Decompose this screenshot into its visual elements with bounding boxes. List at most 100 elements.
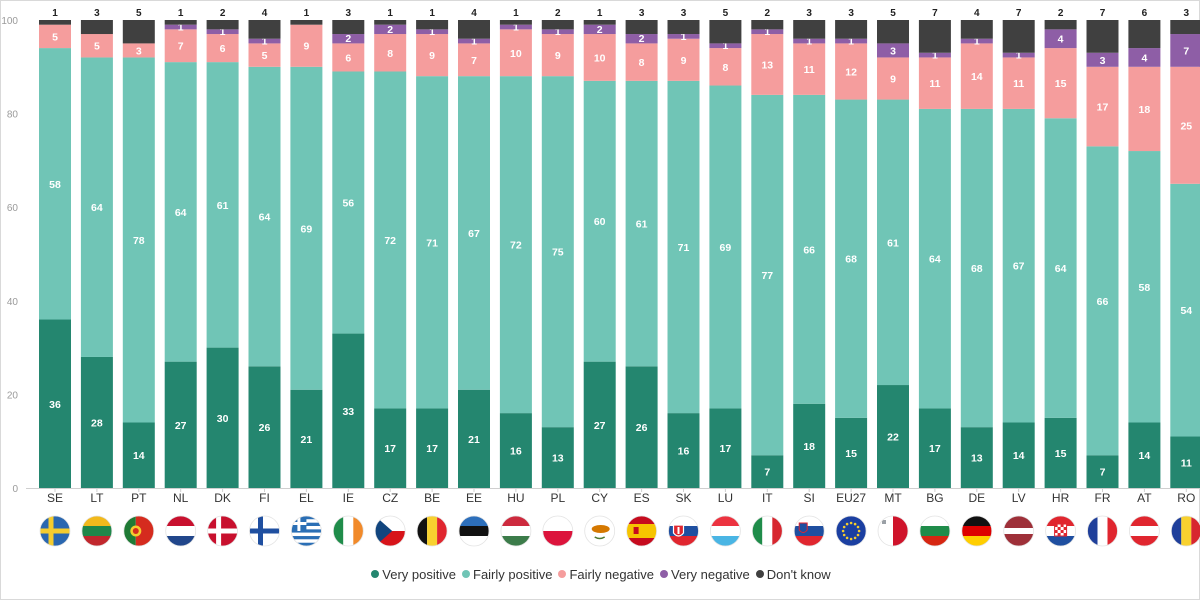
flag-pl-icon <box>542 515 574 547</box>
data-label: 2 <box>387 24 393 36</box>
bar-stack-se: 36 58 5 1 <box>39 8 71 488</box>
data-label: 61 <box>217 200 229 212</box>
x-tick-label: LU <box>718 491 733 505</box>
flag-lt-icon <box>81 515 113 547</box>
data-label: 5 <box>723 8 729 19</box>
bar-segment <box>751 29 784 35</box>
x-tick-label: IE <box>343 491 354 505</box>
data-label: 14 <box>133 450 145 462</box>
x-tick-label: ES <box>634 491 650 505</box>
bar-stack-el: 21 69 9 1 <box>290 8 323 488</box>
bar-stack-ee: 21 67 7 1 4 <box>458 8 490 488</box>
bar-segment <box>667 413 700 488</box>
data-label: 7 <box>1100 8 1106 19</box>
bar-segment <box>835 99 868 418</box>
data-label: 17 <box>1097 102 1109 114</box>
data-label: 18 <box>803 441 815 453</box>
bar-segment <box>39 319 71 488</box>
bar-segment <box>1128 422 1161 488</box>
x-tick-label: HU <box>507 491 524 505</box>
x-tick-label: RO <box>1177 491 1195 505</box>
x-tick-label: SK <box>675 491 691 505</box>
legend-marker <box>660 570 669 578</box>
flags <box>39 515 1200 547</box>
data-label: 1 <box>597 8 603 19</box>
data-label: 67 <box>468 228 480 240</box>
data-label: 4 <box>1141 52 1147 64</box>
bar-segment <box>458 20 490 39</box>
data-label: 7 <box>1183 45 1189 57</box>
bar-segment <box>541 76 574 428</box>
data-label: 5 <box>52 31 58 43</box>
bar-segment <box>290 20 323 25</box>
data-label: 1 <box>429 8 435 19</box>
data-label: 64 <box>91 202 103 214</box>
bar-segment <box>583 20 616 25</box>
data-label: 8 <box>639 57 645 69</box>
data-label: 7 <box>764 467 770 479</box>
legend-label: Fairly positive <box>473 567 553 582</box>
data-label: 3 <box>1184 8 1190 19</box>
bar-segment <box>164 29 197 63</box>
data-label: 4 <box>262 8 268 19</box>
bar-stack-sk: 16 71 9 1 3 <box>667 8 700 488</box>
bar-segment <box>1086 52 1119 67</box>
flag-cz-icon <box>374 515 406 547</box>
data-label: 13 <box>971 453 983 465</box>
x-tick-label: MT <box>884 491 902 505</box>
data-label: 7 <box>1100 467 1106 479</box>
data-label: 1 <box>681 31 687 43</box>
bar-segment <box>332 20 365 35</box>
bar-segment <box>1086 146 1119 456</box>
y-tick-label: 40 <box>7 297 19 308</box>
data-label: 61 <box>636 219 648 231</box>
data-label: 1 <box>178 8 184 19</box>
bar-segment <box>290 389 323 488</box>
data-label: 6 <box>345 52 351 64</box>
bar-segment <box>458 38 490 44</box>
bar-segment <box>416 408 449 488</box>
bar-segment <box>332 43 365 72</box>
x-tick-label: IT <box>762 491 773 505</box>
bar-segment <box>918 108 951 409</box>
bar-segment <box>164 361 197 488</box>
data-label: 1 <box>722 40 728 52</box>
legend-item: Fairly positive <box>462 567 552 582</box>
bar-stack-pl: 13 75 9 1 2 <box>541 8 574 488</box>
data-label: 16 <box>678 446 690 458</box>
bar-segment <box>793 38 826 44</box>
bar-segment <box>1086 66 1119 147</box>
y-tick-label: 80 <box>7 110 19 121</box>
bar-segment <box>877 20 909 44</box>
flag-el-icon <box>290 515 322 547</box>
bar-segment <box>918 57 951 109</box>
data-label: 5 <box>262 50 268 62</box>
bar-segment <box>122 43 155 58</box>
legend: Very positive Fairly positive Fairly negat… <box>1 567 1200 582</box>
data-label: 1 <box>304 8 310 19</box>
legend-label: Fairly negative <box>569 567 655 582</box>
data-label: 5 <box>94 41 100 53</box>
bar-segment <box>206 62 239 348</box>
bar-segment <box>1128 151 1161 423</box>
bar-segment <box>248 20 281 39</box>
legend-label: Don't know <box>766 567 831 582</box>
bar-stack-hu: 16 72 10 1 1 <box>499 8 532 488</box>
bar-segment <box>332 333 365 488</box>
bar-segment <box>625 43 658 81</box>
flag-cy-icon <box>584 515 616 547</box>
bar-segment <box>1170 436 1200 488</box>
data-label: 6 <box>220 43 226 55</box>
bar-segment <box>374 71 407 409</box>
data-label: 15 <box>845 448 857 460</box>
legend-item: Very positive <box>371 567 456 582</box>
data-label: 1 <box>220 26 226 38</box>
data-label: 22 <box>887 432 899 444</box>
x-tick-label: LV <box>1012 491 1026 505</box>
data-label: 21 <box>468 434 480 446</box>
y-tick-label: 60 <box>7 203 19 214</box>
data-label: 3 <box>136 45 142 57</box>
flag-fi-icon <box>249 515 280 547</box>
